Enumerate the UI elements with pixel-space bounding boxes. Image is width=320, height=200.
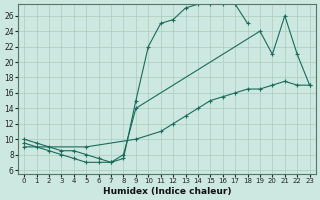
X-axis label: Humidex (Indice chaleur): Humidex (Indice chaleur) — [103, 187, 231, 196]
